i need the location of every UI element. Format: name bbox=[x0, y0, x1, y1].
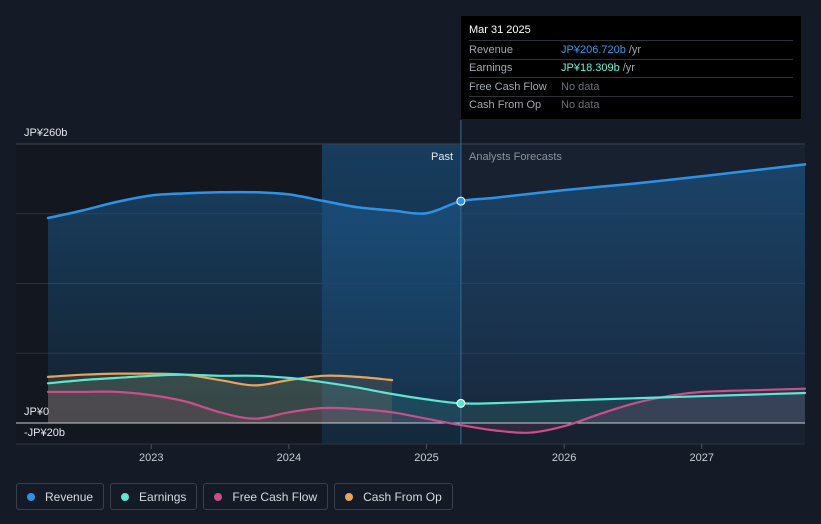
legend-dot-icon bbox=[27, 492, 35, 501]
line-revenue bbox=[46, 163, 807, 220]
tooltip-row-revenue: Revenue JP¥206.720b /yr bbox=[469, 40, 793, 59]
tooltip-row-free-cash-flow: Free Cash Flow No data bbox=[469, 77, 793, 96]
tooltip-value: No data bbox=[561, 80, 600, 93]
legend-item-revenue[interactable]: Revenue bbox=[16, 483, 105, 510]
legend-item-cash-from-op[interactable]: Cash From Op bbox=[334, 483, 453, 510]
x-tick-label: 2025 bbox=[414, 452, 438, 464]
series-lines bbox=[46, 163, 807, 434]
area-earnings bbox=[48, 374, 805, 423]
marker-earnings bbox=[456, 398, 466, 408]
legend-label: Revenue bbox=[45, 489, 94, 504]
area-free-cash-flow bbox=[48, 388, 805, 433]
tooltip-label: Revenue bbox=[469, 43, 514, 56]
y-axis-label-top: JP¥260b bbox=[24, 127, 67, 139]
tooltip-label: Earnings bbox=[469, 62, 513, 75]
y-axis-label-zero: JP¥0 bbox=[24, 406, 49, 418]
x-tick-label: 2027 bbox=[690, 452, 714, 464]
y-axis-label-negative: -JP¥20b bbox=[24, 427, 65, 439]
tooltip-label: Free Cash Flow bbox=[469, 80, 547, 93]
tooltip-row-cash-from-op: Cash From Op No data bbox=[469, 95, 793, 115]
x-tick-label: 2024 bbox=[277, 452, 301, 464]
legend-item-free-cash-flow[interactable]: Free Cash Flow bbox=[203, 483, 329, 510]
tooltip-value: JP¥206.720b bbox=[561, 43, 626, 56]
tooltip-row-earnings: Earnings JP¥18.309b /yr bbox=[469, 58, 793, 78]
x-axis-ticks: 2023 2024 2025 2026 2027 bbox=[139, 444, 714, 464]
x-tick-label: 2023 bbox=[139, 452, 163, 464]
legend-item-earnings[interactable]: Earnings bbox=[110, 483, 198, 510]
tooltip-label: Cash From Op bbox=[469, 99, 542, 112]
marker-revenue bbox=[456, 196, 466, 206]
forecast-label: Analysts Forecasts bbox=[469, 151, 562, 163]
area-revenue bbox=[48, 164, 805, 423]
tooltip-value: JP¥18.309b bbox=[561, 62, 620, 75]
legend: Revenue Earnings Free Cash Flow Cash Fro… bbox=[16, 483, 453, 510]
tooltip-unit: /yr bbox=[628, 43, 642, 56]
line-cash-from-op bbox=[46, 372, 394, 387]
legend-dot-icon bbox=[345, 492, 354, 501]
legend-dot-icon bbox=[121, 492, 130, 501]
past-label: Past bbox=[431, 151, 453, 163]
tooltip: Mar 31 2025 Revenue JP¥206.720b /yr Earn… bbox=[461, 16, 801, 119]
tooltip-unit: /yr bbox=[622, 62, 635, 75]
legend-label: Cash From Op bbox=[363, 489, 442, 504]
line-earnings bbox=[46, 373, 807, 405]
tooltip-markers bbox=[456, 196, 466, 408]
legend-dot-icon bbox=[214, 492, 223, 501]
series-areas bbox=[48, 164, 805, 433]
legend-label: Earnings bbox=[139, 489, 187, 504]
x-tick-label: 2026 bbox=[552, 452, 576, 464]
legend-label: Free Cash Flow bbox=[232, 489, 318, 504]
tooltip-value: No data bbox=[561, 99, 600, 112]
tooltip-date: Mar 31 2025 bbox=[469, 24, 531, 36]
